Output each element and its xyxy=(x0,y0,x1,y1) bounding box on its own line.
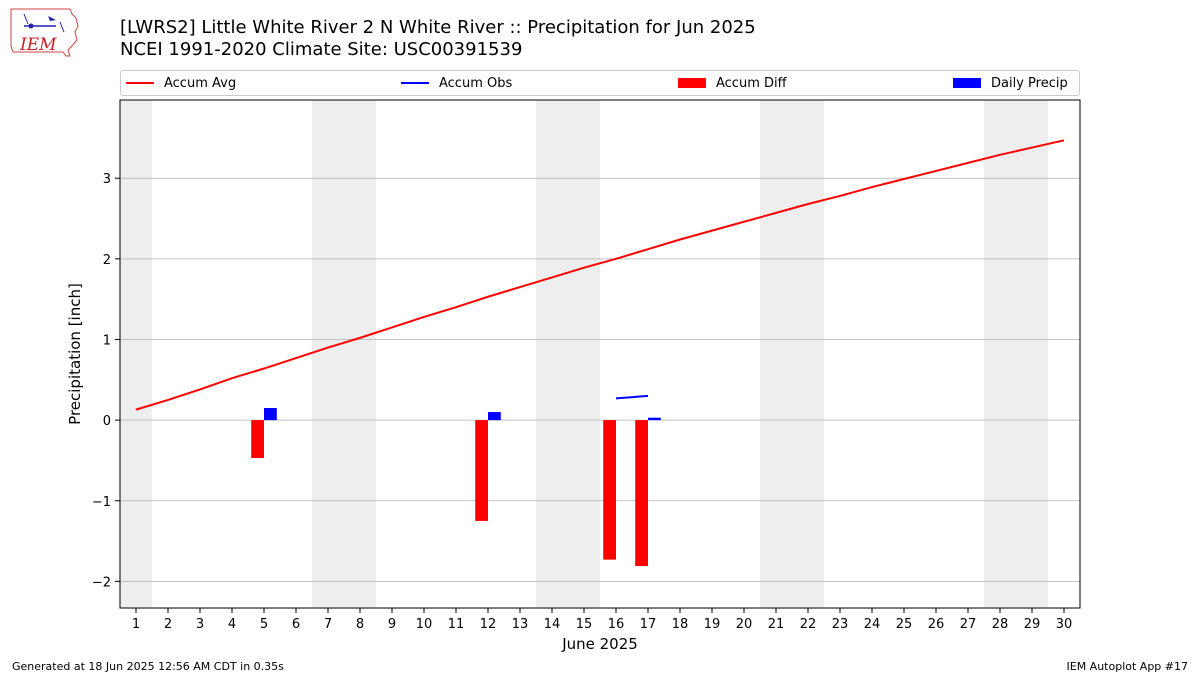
y-tick-label: 2 xyxy=(103,253,111,268)
x-tick-label: 10 xyxy=(416,617,433,632)
y-axis-label: Precipitation [inch] xyxy=(66,283,84,425)
chart-subtitle: NCEI 1991-2020 Climate Site: USC00391539 xyxy=(120,39,523,60)
y-tick-label: −2 xyxy=(92,575,111,590)
x-tick-label: 6 xyxy=(292,617,300,632)
iem-logo: IEM xyxy=(10,8,79,57)
x-tick-label: 1 xyxy=(132,617,140,632)
x-tick-label: 3 xyxy=(196,617,204,632)
x-tick-label: 28 xyxy=(992,617,1009,632)
weekend-band xyxy=(792,100,824,608)
bar-accum-diff xyxy=(603,420,616,560)
x-tick-label: 18 xyxy=(672,617,689,632)
legend-item-accum-avg: Accum Avg xyxy=(126,71,236,95)
x-tick-label: 26 xyxy=(928,617,945,632)
weekend-band xyxy=(1016,100,1048,608)
iowa-outline-icon xyxy=(10,8,79,57)
logo-text: IEM xyxy=(19,35,57,55)
x-tick-label: 8 xyxy=(356,617,364,632)
legend-item-accum-diff: Accum Diff xyxy=(678,71,787,95)
weekend-band xyxy=(344,100,376,608)
legend-label: Accum Diff xyxy=(716,75,787,91)
x-tick-label: 27 xyxy=(960,617,977,632)
legend-swatch xyxy=(126,82,154,84)
x-tick-label: 22 xyxy=(800,617,817,632)
weekend-band xyxy=(984,100,1016,608)
bar-daily-precip xyxy=(488,412,501,421)
x-tick-label: 14 xyxy=(544,617,561,632)
x-tick-label: 30 xyxy=(1056,617,1073,632)
y-tick-label: 1 xyxy=(103,333,111,348)
x-tick-label: 2 xyxy=(164,617,172,632)
y-tick-label: −1 xyxy=(92,495,111,510)
chart-title: [LWRS2] Little White River 2 N White Riv… xyxy=(120,17,756,38)
footer-app-text: IEM Autoplot App #17 xyxy=(1066,660,1189,673)
y-tick-label: 0 xyxy=(103,414,111,429)
bar-accum-diff xyxy=(475,420,488,521)
weekend-band xyxy=(120,100,152,608)
weekend-band xyxy=(536,100,568,608)
x-tick-label: 25 xyxy=(896,617,913,632)
x-tick-label: 16 xyxy=(608,617,625,632)
x-tick-label: 15 xyxy=(576,617,593,632)
x-tick-label: 29 xyxy=(1024,617,1041,632)
x-tick-label: 23 xyxy=(832,617,849,632)
x-tick-label: 11 xyxy=(448,617,465,632)
bar-accum-diff xyxy=(251,420,264,459)
legend-item-daily-precip: Daily Precip xyxy=(953,71,1068,95)
legend-swatch xyxy=(401,82,429,84)
footer-generated-text: Generated at 18 Jun 2025 12:56 AM CDT in… xyxy=(12,660,284,673)
legend-label: Accum Obs xyxy=(439,75,513,91)
bar-accum-diff xyxy=(635,420,648,567)
bar-daily-precip xyxy=(648,417,661,421)
x-tick-label: 21 xyxy=(768,617,785,632)
legend-label: Accum Avg xyxy=(164,75,237,91)
x-tick-label: 4 xyxy=(228,617,236,632)
line-accum-avg xyxy=(135,139,1065,411)
x-tick-label: 5 xyxy=(260,617,268,632)
plot-frame xyxy=(119,99,1081,609)
weekend-band xyxy=(568,100,600,608)
x-tick-label: 24 xyxy=(864,617,881,632)
x-tick-label: 20 xyxy=(736,617,753,632)
x-tick-label: 9 xyxy=(388,617,396,632)
x-tick-label: 12 xyxy=(480,617,497,632)
x-tick-label: 17 xyxy=(640,617,657,632)
bar-daily-precip xyxy=(264,408,277,421)
legend-swatch xyxy=(953,78,981,88)
x-axis-label: June 2025 xyxy=(561,635,638,653)
x-tick-label: 19 xyxy=(704,617,721,632)
y-tick-label: 3 xyxy=(103,172,111,187)
chart-legend: Accum Avg Accum Obs Accum Diff Daily Pre… xyxy=(120,70,1080,96)
legend-swatch xyxy=(678,78,706,88)
weekend-band xyxy=(760,100,792,608)
legend-label: Daily Precip xyxy=(991,75,1068,91)
x-tick-label: 7 xyxy=(324,617,332,632)
line-accum-obs xyxy=(615,394,649,400)
x-tick-label: 13 xyxy=(512,617,529,632)
legend-item-accum-obs: Accum Obs xyxy=(401,71,512,95)
weekend-band xyxy=(312,100,344,608)
